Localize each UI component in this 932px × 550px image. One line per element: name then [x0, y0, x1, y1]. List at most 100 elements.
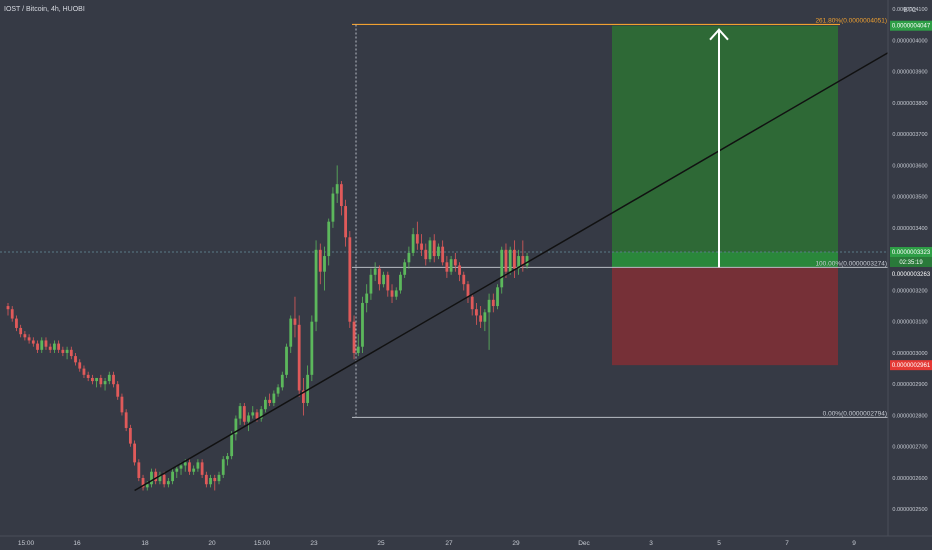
candle-body[interactable] [133, 443, 136, 463]
candle-body[interactable] [154, 471, 158, 482]
candle-body[interactable] [470, 296, 474, 310]
candle-body[interactable] [137, 462, 141, 478]
candle-body[interactable] [40, 340, 44, 350]
candle-body[interactable] [95, 377, 99, 382]
candle-body[interactable] [285, 346, 288, 375]
candle-body[interactable] [302, 390, 305, 403]
candle-body[interactable] [230, 434, 234, 457]
candle-body[interactable] [31, 340, 35, 344]
candle-body[interactable] [513, 249, 516, 269]
candle-body[interactable] [107, 374, 111, 382]
candle-body[interactable] [6, 306, 10, 310]
candle-body[interactable] [204, 474, 208, 485]
candle-body[interactable] [150, 471, 153, 485]
candle-body[interactable] [251, 412, 255, 416]
candle-body[interactable] [238, 406, 242, 419]
candle-body[interactable] [432, 240, 436, 257]
candle-body[interactable] [458, 265, 461, 275]
candle-body[interactable] [496, 287, 499, 307]
candle-body[interactable] [314, 249, 318, 322]
candle-body[interactable] [386, 274, 390, 291]
candle-body[interactable] [399, 274, 402, 291]
candle-body[interactable] [19, 327, 23, 335]
candle-body[interactable] [475, 309, 478, 316]
candle-body[interactable] [175, 468, 179, 472]
candle-body[interactable] [242, 406, 246, 422]
candle-body[interactable] [183, 462, 187, 466]
candle-body[interactable] [500, 249, 504, 288]
candle-body[interactable] [297, 324, 301, 391]
candle-body[interactable] [272, 393, 276, 403]
candle-body[interactable] [221, 459, 225, 475]
candle-body[interactable] [293, 318, 297, 325]
candle-body[interactable] [192, 468, 196, 472]
candle-body[interactable] [411, 234, 415, 253]
candle-body[interactable] [453, 259, 457, 266]
candle-body[interactable] [377, 268, 381, 285]
candle-body[interactable] [335, 184, 339, 194]
candle-body[interactable] [449, 259, 453, 272]
candle-body[interactable] [116, 384, 120, 397]
candle-body[interactable] [217, 474, 221, 482]
candle-body[interactable] [491, 299, 495, 307]
candle-body[interactable] [57, 343, 61, 350]
candle-body[interactable] [264, 399, 267, 410]
candle-body[interactable] [141, 477, 145, 488]
candle-body[interactable] [268, 399, 272, 403]
candle-body[interactable] [200, 462, 204, 475]
candle-body[interactable] [69, 349, 73, 357]
candle-body[interactable] [289, 318, 293, 347]
candle-body[interactable] [437, 246, 440, 257]
candle-body[interactable] [196, 462, 200, 469]
candle-body[interactable] [428, 240, 432, 260]
candle-body[interactable] [247, 415, 250, 422]
candle-body[interactable] [361, 302, 364, 347]
candle-body[interactable] [517, 256, 521, 269]
candle-body[interactable] [99, 377, 103, 385]
candle-body[interactable] [27, 337, 31, 341]
candle-body[interactable] [445, 262, 449, 272]
candle-body[interactable] [504, 249, 508, 272]
candle-body[interactable] [112, 374, 115, 385]
candle-body[interactable] [403, 262, 407, 275]
candle-body[interactable] [352, 321, 356, 353]
candle-body[interactable] [171, 471, 174, 482]
target-arrow[interactable] [709, 28, 729, 268]
candle-body[interactable] [53, 343, 56, 350]
candle-body[interactable] [466, 284, 470, 297]
candle-body[interactable] [166, 481, 170, 485]
candle-body[interactable] [128, 427, 132, 444]
candle-body[interactable] [234, 418, 238, 435]
candle-body[interactable] [86, 374, 90, 378]
candle-body[interactable] [179, 465, 183, 469]
target-profit-zone[interactable] [612, 25, 838, 268]
candle-body[interactable] [44, 340, 48, 347]
candle-body[interactable] [310, 321, 314, 375]
candle-body[interactable] [369, 274, 373, 294]
candle-body[interactable] [61, 349, 65, 353]
candle-body[interactable] [479, 315, 483, 322]
candle-body[interactable] [356, 346, 360, 353]
candle-body[interactable] [162, 474, 166, 485]
candle-body[interactable] [276, 387, 280, 394]
candle-body[interactable] [78, 362, 82, 369]
candle-body[interactable] [259, 409, 263, 419]
candle-body[interactable] [226, 456, 229, 460]
candle-body[interactable] [382, 274, 385, 285]
candle-body[interactable] [91, 377, 94, 382]
candle-body[interactable] [48, 346, 52, 350]
candle-body[interactable] [331, 193, 335, 222]
candle-body[interactable] [373, 268, 377, 275]
candle-body[interactable] [318, 249, 322, 272]
candle-body[interactable] [407, 252, 411, 263]
candle-body[interactable] [323, 256, 326, 272]
candle-body[interactable] [487, 299, 491, 313]
candle-body[interactable] [36, 343, 39, 350]
candle-body[interactable] [441, 246, 445, 263]
candle-body[interactable] [124, 412, 128, 428]
candle-body[interactable] [390, 290, 394, 297]
candle-body[interactable] [209, 477, 212, 485]
candle-body[interactable] [344, 206, 347, 238]
candle-body[interactable] [327, 221, 331, 257]
